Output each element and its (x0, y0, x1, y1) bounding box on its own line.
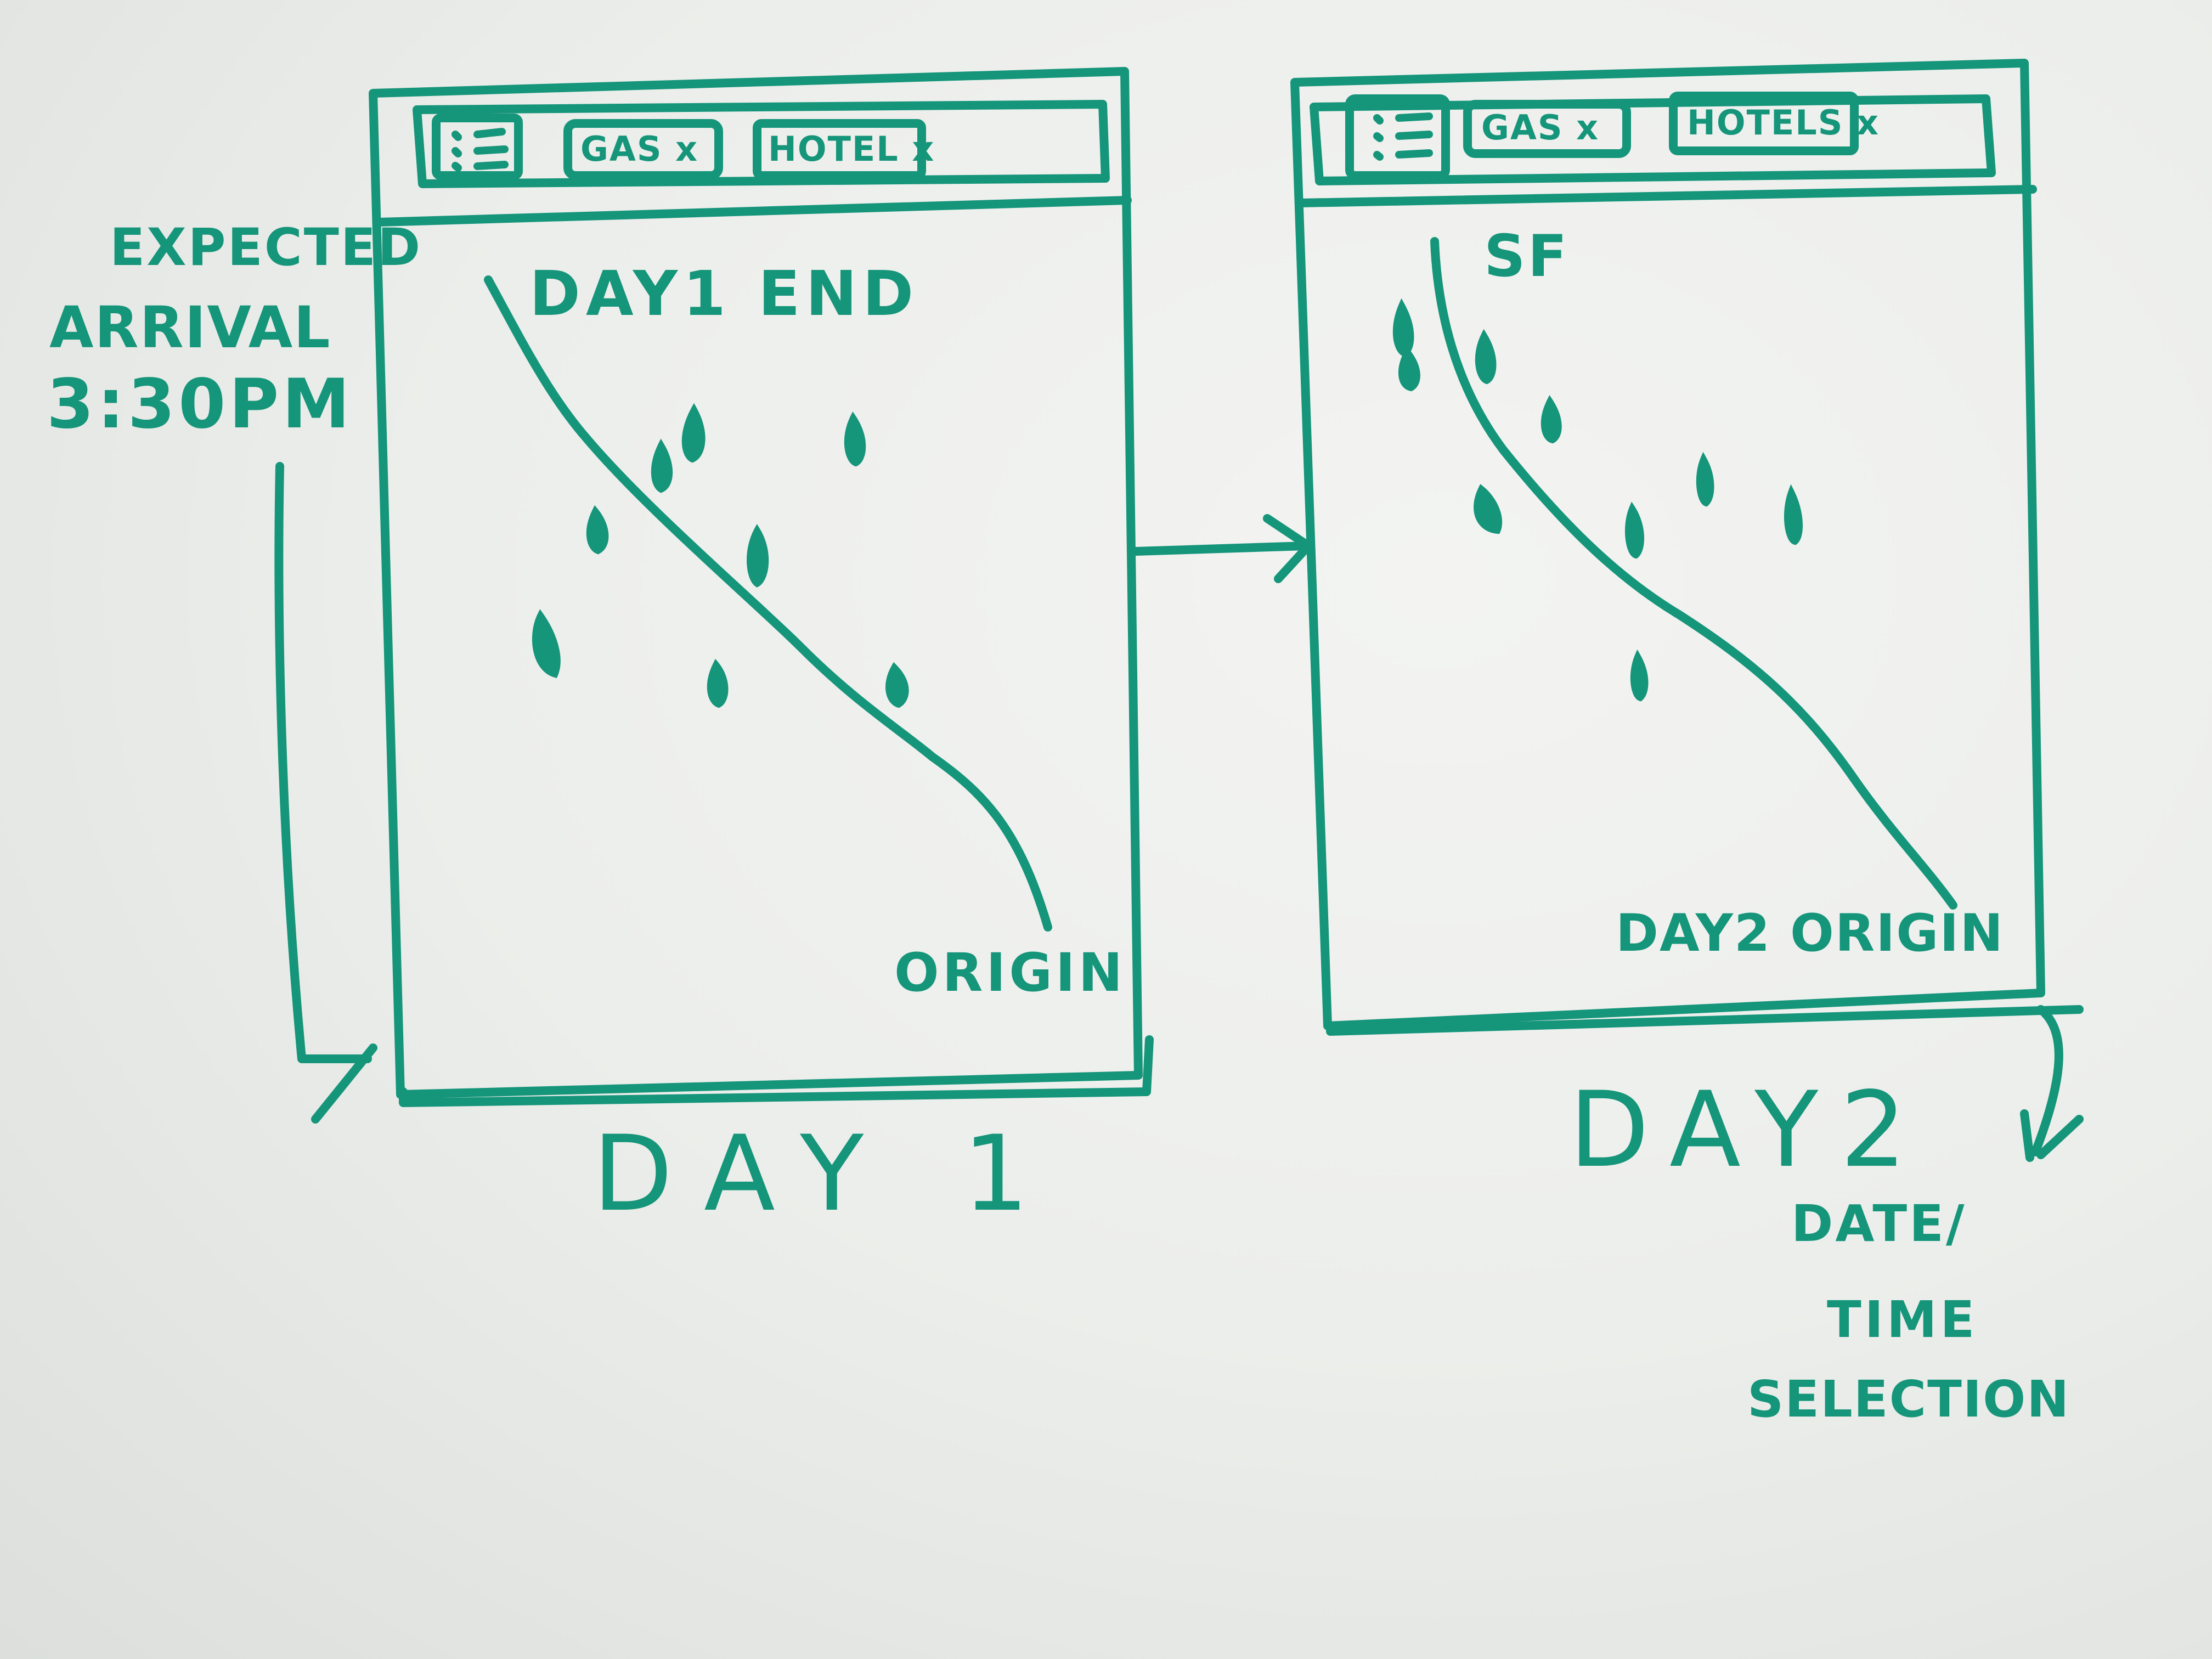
map-pin-icon (1392, 298, 1414, 357)
day2-tab-gas-label: GAS x (1481, 108, 1600, 148)
day1-menu-button[interactable] (432, 114, 523, 180)
day2-search-bar[interactable] (1310, 94, 1996, 185)
day2-phone-frame (1290, 59, 2084, 1036)
day2-end-label: SF (1484, 223, 1570, 290)
day2-tab-hotels-label: HOTELS x (1687, 103, 1880, 143)
day2-caption: DAY2 (1569, 1069, 1929, 1190)
date-time-line2: TIME (1827, 1290, 1978, 1349)
map-pin-icon (707, 658, 729, 708)
day1-tab-gas[interactable] (563, 119, 723, 180)
map-pin-icon (1696, 452, 1714, 507)
day2-tab-hotels[interactable] (1669, 92, 1859, 155)
day2-menu-button[interactable] (1345, 94, 1450, 180)
day2-origin-label: DAY2 ORIGIN (1616, 904, 2005, 963)
day1-search-bar[interactable] (413, 100, 1110, 188)
map-pin-icon (651, 438, 673, 493)
day1-tab-hotel[interactable] (753, 119, 926, 180)
map-pin-icon (1474, 484, 1503, 534)
arrow-right-icon (1131, 514, 1313, 583)
date-time-line3: SELECTION (1747, 1370, 2070, 1429)
day2-route-line (1430, 237, 1957, 910)
map-pin-icon (1624, 501, 1645, 559)
map-pin-icon (1398, 346, 1420, 392)
day1-route-line (484, 275, 1052, 932)
date-time-line1: DATE/ (1791, 1194, 1967, 1253)
map-pin-icon (885, 662, 909, 708)
arrow-down-icon (2020, 1005, 2084, 1162)
day2-tab-gas[interactable] (1463, 100, 1631, 158)
map-pin-icon (1630, 649, 1649, 702)
expected-arrival-arrow (274, 462, 377, 1124)
map-pin-icon (1784, 484, 1803, 545)
day1-tab-hotel-label: HOTEL x (768, 129, 935, 169)
day1-end-label: DAY1 END (529, 258, 919, 330)
map-pin-icon (586, 505, 609, 555)
map-pin-icon (1541, 394, 1562, 444)
list-menu-icon (452, 128, 509, 172)
map-pin-icon (532, 609, 561, 678)
expected-arrival-line1: EXPECTED (110, 218, 422, 278)
map-pin-icon (747, 524, 769, 588)
expected-arrival-line2: ARRIVAL (49, 294, 331, 361)
map-pin-icon (844, 411, 866, 467)
map-pin-icon (681, 403, 706, 463)
day1-tab-gas-label: GAS x (580, 129, 699, 169)
expected-arrival-time: 3:30PM (47, 365, 353, 444)
day1-caption: DAY 1 (592, 1113, 1062, 1234)
map-pin-icon (1475, 329, 1497, 385)
day1-phone-frame (369, 67, 1154, 1107)
day1-origin-label: ORIGIN (894, 942, 1126, 1003)
list-menu-icon (1373, 112, 1433, 161)
